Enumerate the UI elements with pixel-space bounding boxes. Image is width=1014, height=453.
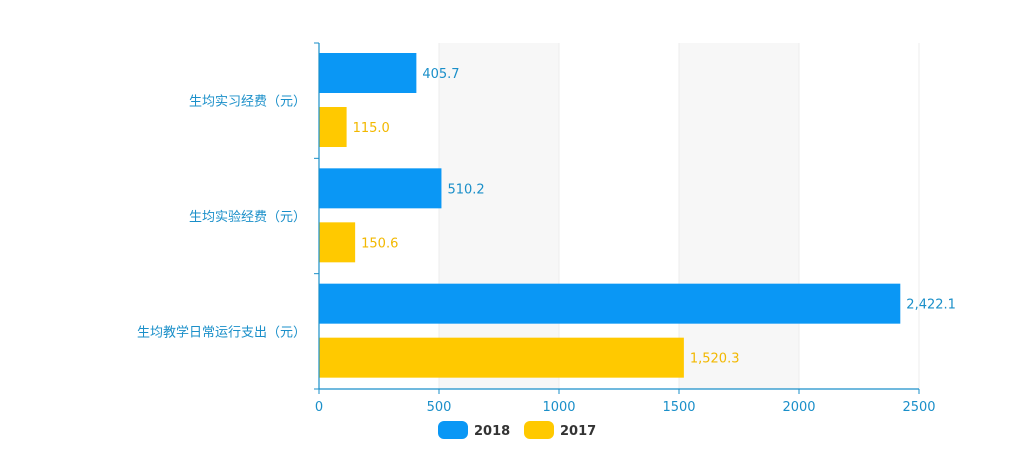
x-tick-label-500: 500 (427, 400, 452, 415)
data-label-2017-2: 150.6 (361, 236, 398, 251)
category-label-3: 生均教学日常运行支出（元） (137, 324, 306, 340)
category-label-2: 生均实验经费（元） (189, 209, 306, 225)
bar-2017-1 (319, 107, 347, 147)
bar-2018-3 (319, 283, 901, 324)
data-label-2017-1: 115.0 (353, 121, 390, 136)
grid-band (679, 43, 799, 389)
x-tick-label-2000: 2000 (782, 400, 815, 415)
legend-swatch-2017 (524, 421, 554, 439)
x-tick-label-2500: 2500 (902, 400, 935, 415)
legend-swatch-2018 (438, 421, 468, 439)
category-label-1: 生均实习经费（元） (189, 95, 306, 110)
legend-label-2017: 2017 (560, 424, 596, 439)
grid-band (439, 43, 559, 389)
data-label-2018-1: 405.7 (422, 67, 459, 82)
x-tick-label-1000: 1000 (542, 400, 575, 415)
data-label-2017-3: 1,520.3 (690, 352, 740, 367)
data-label-2018-2: 510.2 (447, 182, 484, 197)
bar-2018-1 (319, 53, 417, 93)
bar-2017-2 (319, 222, 356, 263)
bar-2018-2 (319, 168, 442, 209)
legend-label-2018: 2018 (474, 424, 510, 439)
data-label-2018-3: 2,422.1 (906, 298, 956, 313)
x-tick-label-0: 0 (315, 400, 323, 415)
bar-2017-3 (319, 337, 684, 378)
x-tick-label-1500: 1500 (662, 400, 695, 415)
